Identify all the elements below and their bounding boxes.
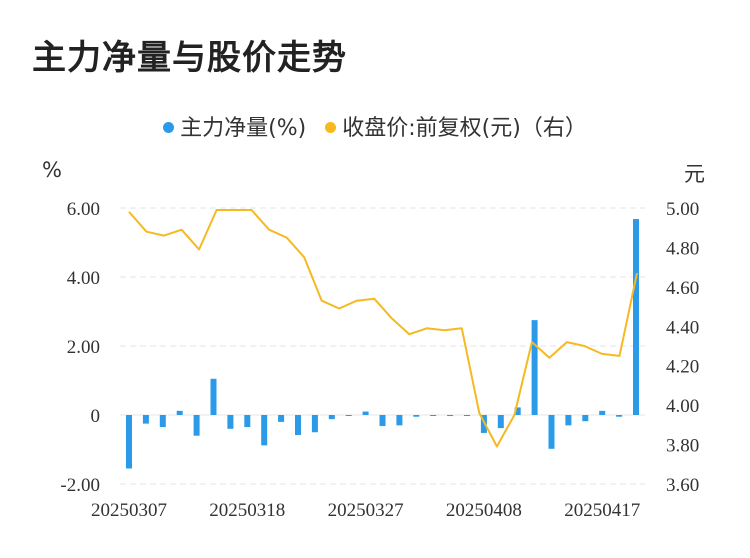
y-axis-left-unit: % — [42, 158, 62, 182]
legend-label-close-price: 收盘价:前复权(元)（右） — [342, 116, 587, 141]
bar-11 — [311, 415, 318, 433]
bar-14 — [362, 411, 369, 415]
x-tick-label-3: 20250408 — [446, 500, 522, 521]
y-right-tick-label-6: 3.80 — [666, 436, 699, 457]
legend-item-close-price[interactable]: 收盘价:前复权(元)（右） — [325, 110, 587, 142]
y-left-tick-label-3: 0 — [91, 406, 101, 427]
bar-18 — [430, 415, 437, 416]
y-right-tick-label-7: 3.60 — [666, 475, 699, 496]
bar-29 — [616, 415, 623, 417]
bar-9 — [278, 415, 285, 422]
y-right-tick-label-2: 4.60 — [666, 278, 699, 299]
y-right-tick-label-0: 5.00 — [666, 199, 699, 220]
bar-28 — [599, 410, 606, 415]
y-axis-right: 5.00 4.80 4.60 4.40 4.20 4.00 3.80 3.60 — [666, 199, 699, 496]
bar-4 — [193, 415, 200, 436]
bar-3 — [176, 410, 183, 415]
legend-dot-yellow-icon — [325, 122, 337, 133]
bar-22 — [497, 415, 504, 429]
y-left-tick-label-2: 2.00 — [67, 337, 100, 358]
price-line — [128, 209, 638, 448]
bar-1 — [142, 415, 149, 424]
y-left-tick-label-4: -2.00 — [60, 475, 100, 496]
bar-7 — [244, 415, 251, 428]
bar-24 — [531, 320, 538, 415]
bar-12 — [328, 415, 335, 420]
bar-15 — [379, 415, 386, 427]
y-right-tick-label-3: 4.40 — [666, 317, 699, 338]
bar-0 — [126, 415, 132, 469]
x-tick-label-2: 20250327 — [328, 500, 404, 521]
legend: 主力净量(%) 收盘价:前复权(元)（右） — [0, 110, 750, 142]
bar-25 — [548, 415, 555, 449]
y-right-tick-label-4: 4.20 — [666, 357, 699, 378]
bar-2 — [159, 415, 166, 428]
bar-13 — [345, 415, 352, 416]
bar-20 — [464, 415, 470, 416]
y-axis-left: 6.00 4.00 2.00 0 -2.00 — [60, 199, 100, 496]
bar-16 — [396, 415, 403, 426]
bar-26 — [565, 415, 572, 426]
x-tick-label-0: 20250307 — [91, 500, 167, 521]
legend-label-net-volume: 主力净量(%) — [180, 116, 307, 141]
bar-10 — [295, 415, 301, 436]
bar-6 — [227, 415, 234, 429]
x-axis: 20250307 20250318 20250327 20250408 20250417 — [91, 500, 640, 521]
y-right-tick-label-5: 4.00 — [666, 396, 699, 417]
bar-5 — [210, 378, 217, 415]
bar-19 — [447, 415, 454, 417]
bar-23 — [514, 407, 521, 415]
x-tick-label-4: 20250417 — [564, 500, 640, 521]
x-tick-label-1: 20250318 — [209, 500, 285, 521]
bar-8 — [261, 415, 268, 446]
legend-item-net-volume[interactable]: 主力净量(%) — [163, 110, 306, 142]
bar-17 — [413, 415, 420, 417]
y-left-tick-label-1: 4.00 — [67, 268, 100, 289]
y-axis-right-unit: 元 — [684, 162, 705, 186]
bar-series — [126, 219, 639, 469]
line-series — [128, 209, 638, 448]
chart-title: 主力净量与股价走势 — [32, 38, 347, 78]
bar-27 — [582, 415, 589, 422]
legend-dot-blue-icon — [163, 122, 175, 133]
y-right-tick-label-1: 4.80 — [666, 238, 699, 259]
bar-21 — [480, 415, 487, 433]
y-left-tick-label-0: 6.00 — [67, 199, 100, 220]
bar-30 — [633, 219, 639, 415]
